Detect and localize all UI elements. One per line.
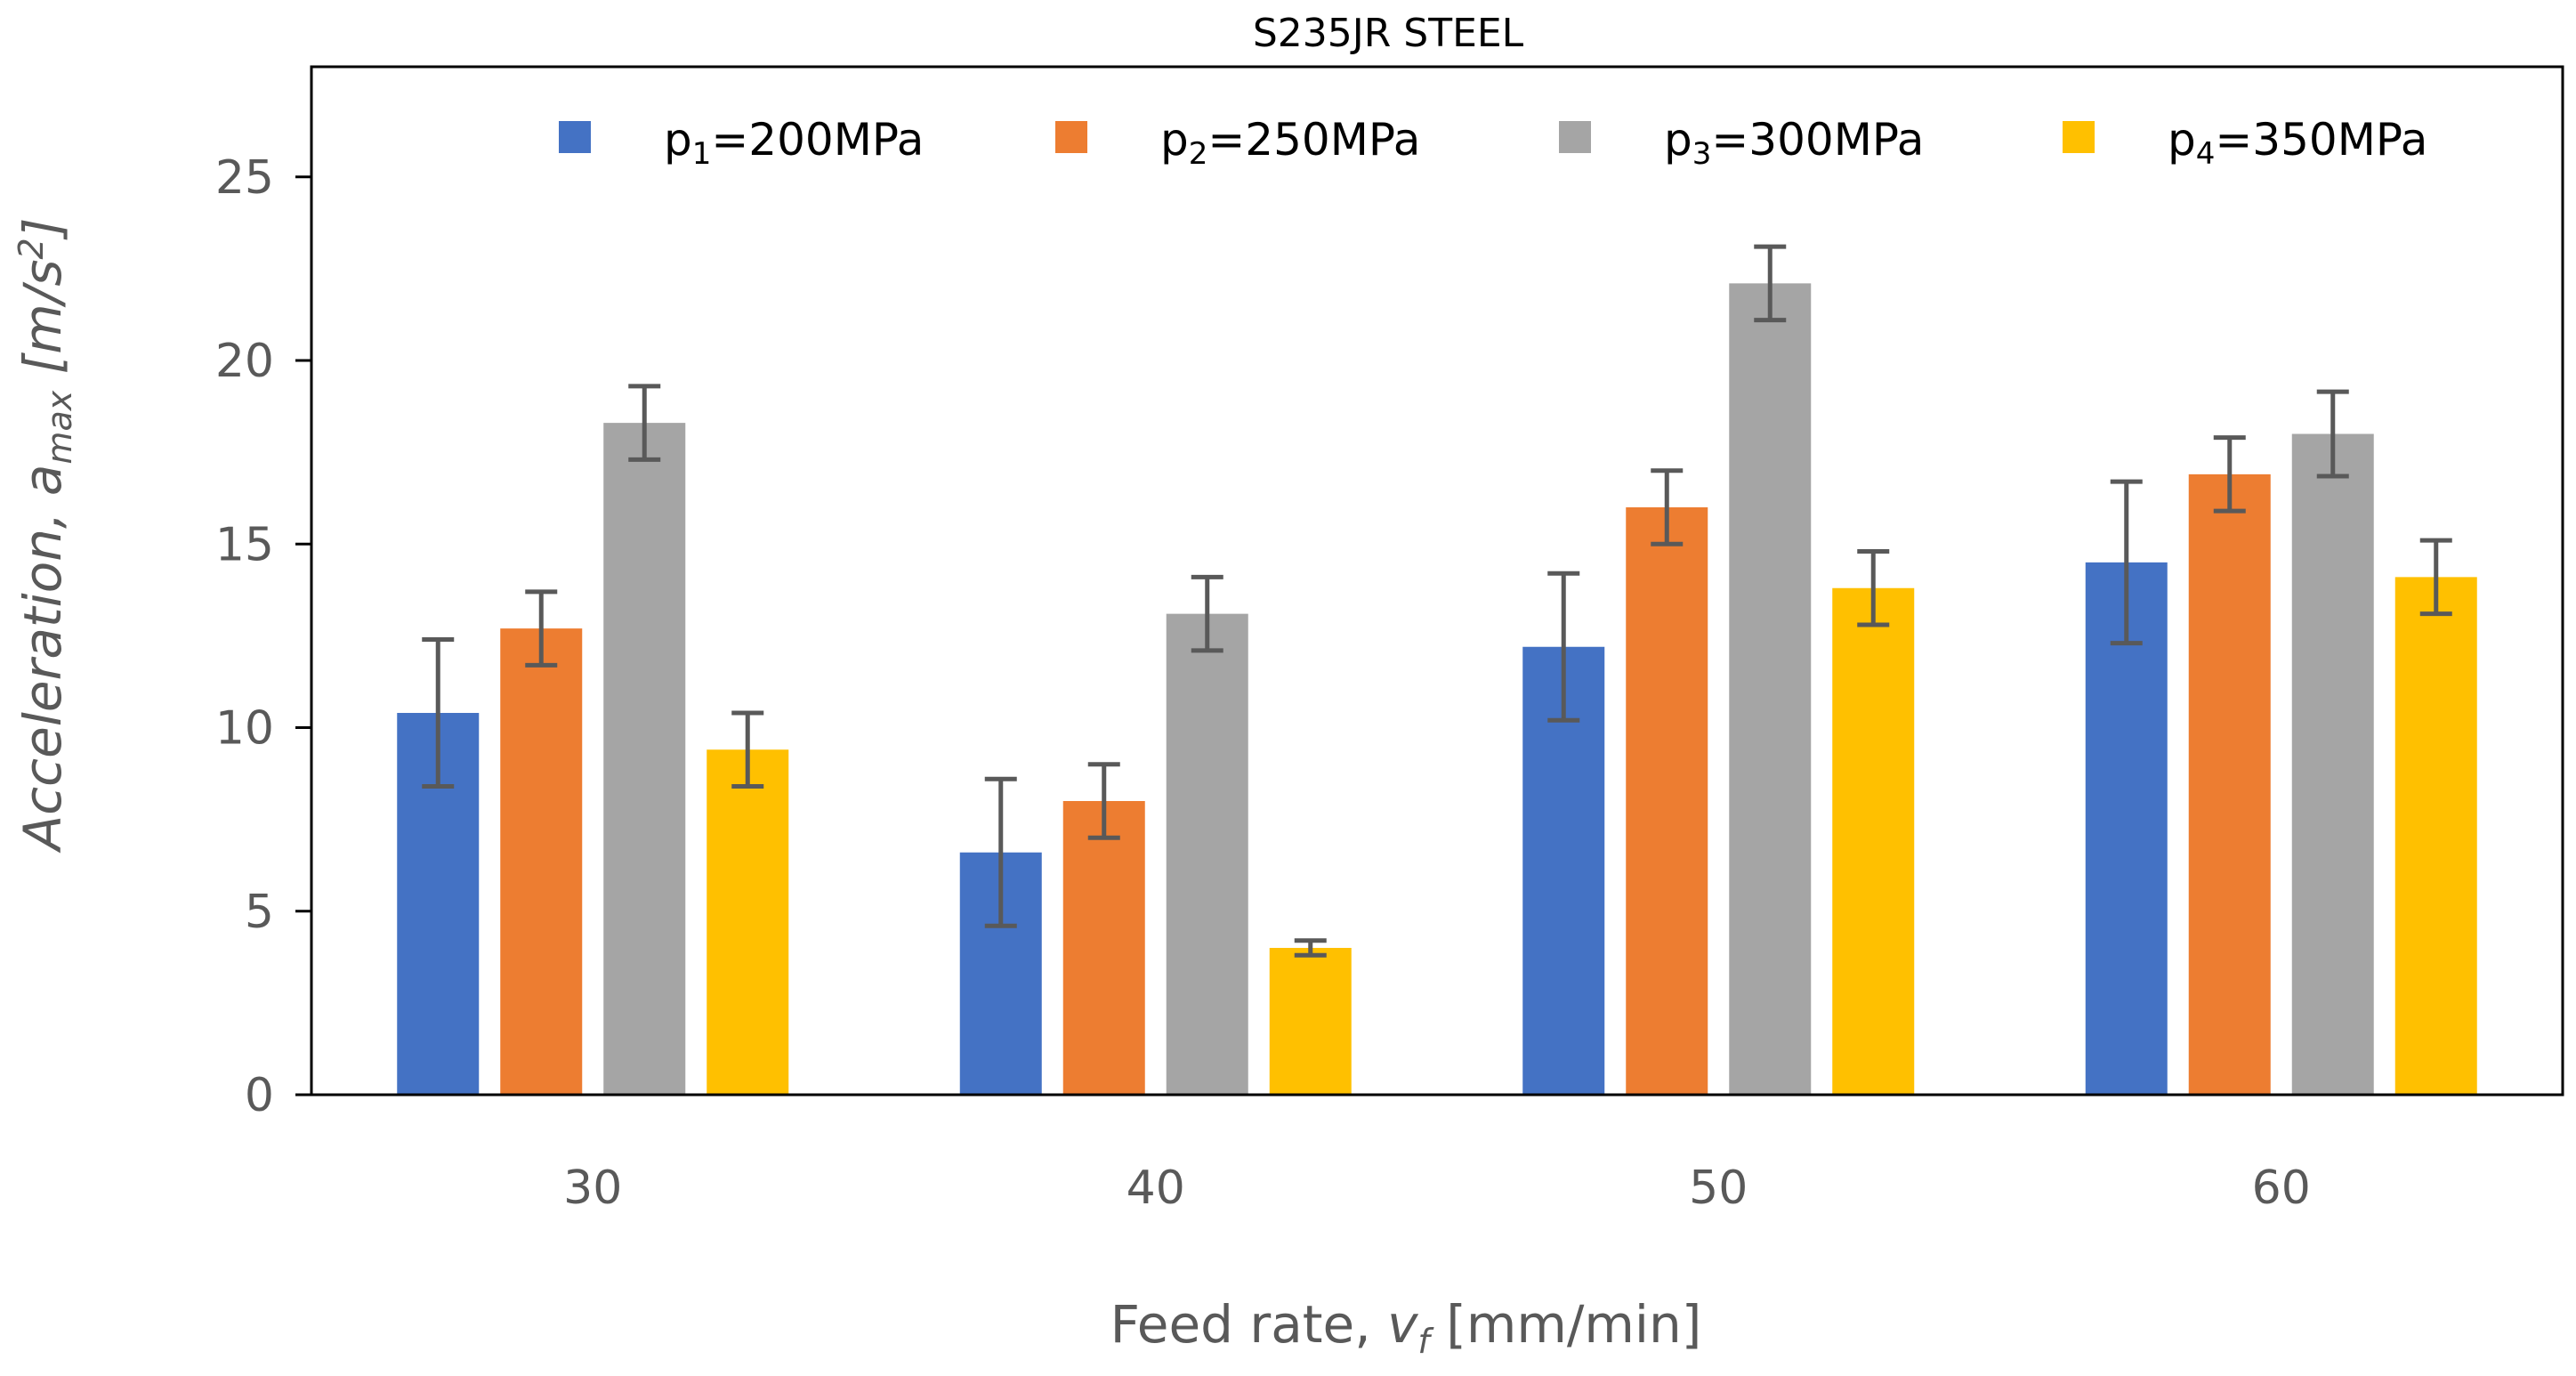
error-bar-p1=200MPa-50: [1547, 571, 1580, 723]
error-bar-p1=200MPa-60: [2110, 479, 2143, 646]
y-axis-title-superscript: 2: [12, 238, 51, 259]
x-axis-title-variable: v: [1387, 1294, 1419, 1355]
bar-p4=350MPa-60: [2394, 577, 2477, 1095]
error-bar-p1=200MPa-30: [422, 637, 455, 789]
error-bar-p3=300MPa-60: [2316, 389, 2349, 479]
y-axis-title-variable: a: [12, 465, 73, 497]
chart-title: S235JR STEEL: [1253, 11, 1524, 56]
error-bar-p2=250MPa-50: [1651, 468, 1684, 546]
bar-p3=300MPa-60: [2291, 433, 2374, 1095]
error-bar-p3=300MPa-50: [1754, 244, 1787, 323]
error-bar-p2=250MPa-40: [1087, 762, 1120, 840]
bar-p2=250MPa-40: [1062, 801, 1145, 1095]
legend-item-p2=250MPa: p2=250MPa: [1055, 114, 1420, 172]
error-bar-p4=350MPa-40: [1294, 938, 1327, 958]
x-tick-label: 30: [563, 1162, 622, 1215]
legend-label-subscript: 3: [1692, 136, 1712, 172]
legend-label-base: p: [2168, 114, 2196, 166]
legend-label: p2=250MPa: [1160, 114, 1420, 172]
y-axis-title-close: ]: [12, 218, 73, 241]
y-tick-label: 5: [245, 886, 274, 939]
bar-p2=250MPa-60: [2188, 474, 2271, 1095]
y-axis-title: Acceleration, amax [m/s2]: [12, 218, 79, 854]
legend-label-subscript: 1: [692, 136, 712, 172]
legend-item-p3=300MPa: p3=300MPa: [1559, 114, 1924, 172]
y-axis-title-text: Acceleration,: [12, 496, 73, 854]
legend-label-subscript: 2: [1189, 136, 1208, 172]
y-tick-label: 0: [245, 1069, 274, 1122]
error-bars: [422, 244, 2452, 958]
error-bar-p4=350MPa-50: [1857, 549, 1890, 627]
bar-p3=300MPa-50: [1729, 283, 1812, 1095]
y-tick-label: 15: [215, 518, 274, 571]
bar-p4=350MPa-50: [1832, 587, 1915, 1095]
x-axis-title-text: Feed rate,: [1110, 1294, 1388, 1355]
bar-p2=250MPa-50: [1626, 507, 1708, 1095]
legend: p1=200MPa p2=250MPa p3=300MPa p4=350MPa: [559, 114, 2427, 172]
legend-label-rest: =200MPa: [711, 114, 924, 166]
bars: [397, 283, 2477, 1095]
legend-label-rest: =350MPa: [2215, 114, 2427, 166]
x-axis: 30 40 50 60: [563, 1162, 2311, 1215]
x-axis-title: Feed rate, vf [mm/min]: [1110, 1294, 1702, 1361]
error-bar-p2=250MPa-60: [2213, 435, 2246, 514]
y-axis-title-subscript: max: [40, 390, 79, 464]
bar-p4=350MPa-30: [707, 749, 789, 1095]
y-tick-label: 20: [215, 335, 274, 388]
bar-p4=350MPa-40: [1269, 948, 1352, 1095]
x-tick-label: 60: [2252, 1162, 2311, 1215]
legend-label-rest: =250MPa: [1207, 114, 1420, 166]
y-tick-label: 10: [215, 702, 274, 756]
bar-p3=300MPa-40: [1166, 613, 1248, 1095]
y-axis-title-unit: [m/s: [12, 259, 73, 390]
error-bar-p1=200MPa-40: [984, 776, 1017, 928]
legend-swatch: [1559, 121, 1591, 153]
legend-swatch: [2063, 121, 2095, 153]
legend-item-p4=350MPa: p4=350MPa: [2063, 114, 2427, 172]
x-tick-label: 50: [1689, 1162, 1748, 1215]
legend-swatch: [559, 121, 591, 153]
y-tick-label: 25: [215, 151, 274, 205]
bar-p3=300MPa-30: [603, 423, 686, 1095]
legend-swatch: [1055, 121, 1087, 153]
y-axis: 0 5 10 15 20 25: [215, 151, 311, 1122]
x-tick-label: 40: [1126, 1162, 1185, 1215]
bar-p1=200MPa-60: [2085, 562, 2168, 1095]
legend-label-base: p: [1160, 114, 1189, 166]
error-bar-p3=300MPa-40: [1191, 574, 1223, 653]
legend-label-rest: =300MPa: [1711, 114, 1924, 166]
legend-label: p3=300MPa: [1664, 114, 1924, 172]
error-bar-p2=250MPa-30: [525, 589, 558, 668]
error-bar-p3=300MPa-30: [628, 384, 661, 462]
legend-label: p4=350MPa: [2168, 114, 2427, 172]
bar-p2=250MPa-30: [500, 628, 583, 1095]
legend-label-base: p: [1664, 114, 1692, 166]
legend-label-base: p: [664, 114, 692, 166]
error-bar-p4=350MPa-60: [2419, 538, 2452, 617]
x-axis-title-unit: [mm/min]: [1430, 1294, 1702, 1355]
legend-label: p1=200MPa: [664, 114, 924, 172]
legend-item-p1=200MPa: p1=200MPa: [559, 114, 924, 172]
legend-label-subscript: 4: [2196, 136, 2216, 172]
error-bar-p4=350MPa-30: [731, 710, 764, 789]
